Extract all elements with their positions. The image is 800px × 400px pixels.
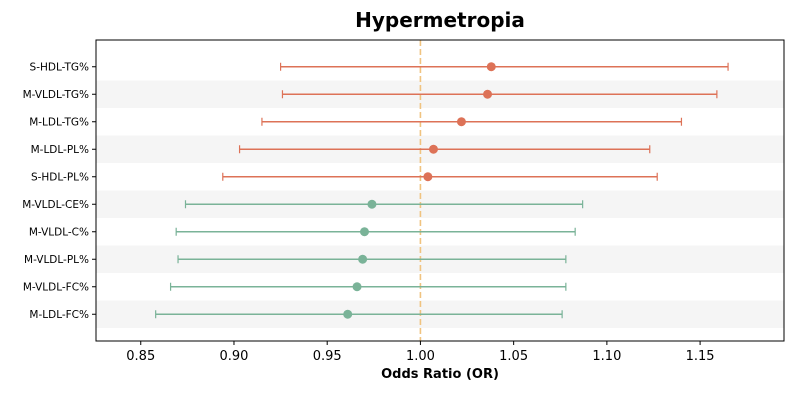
y-tick-label: M-VLDL-FC% <box>23 281 89 293</box>
plot-frame <box>95 39 785 342</box>
or-point <box>352 282 362 292</box>
y-tick-label: M-VLDL-TG% <box>23 89 89 101</box>
x-tick-label: 1.05 <box>499 349 528 364</box>
y-axis: S-HDL-TG% M-VLDL-TG% M-LDL-TG% M-LDL-PL% S-H… <box>22 61 96 321</box>
y-tick-label: S-HDL-PL% <box>31 171 89 183</box>
or-point <box>359 227 369 237</box>
y-tick-label: M-VLDL-PL% <box>24 254 89 266</box>
x-tick-label: 1.00 <box>406 349 435 364</box>
or-point <box>483 89 493 99</box>
or-point <box>367 199 377 209</box>
or-point <box>358 254 368 264</box>
y-tick-label: M-VLDL-C% <box>29 226 89 238</box>
y-tick-label: M-LDL-PL% <box>31 144 89 156</box>
ci-bars <box>155 62 729 319</box>
y-tick-label: M-LDL-TG% <box>29 116 89 128</box>
or-point <box>428 144 438 154</box>
x-tick-label: 0.95 <box>313 349 342 364</box>
or-point <box>343 309 353 319</box>
or-point <box>486 62 496 72</box>
x-tick-label: 1.15 <box>686 349 715 364</box>
or-point <box>423 172 433 182</box>
y-tick-label: M-LDL-FC% <box>29 309 89 321</box>
x-tick-label: 0.85 <box>126 349 155 364</box>
x-tick-label: 0.90 <box>219 349 248 364</box>
y-tick-label: S-HDL-TG% <box>30 61 89 73</box>
chart-title: Hypermetropia <box>355 8 525 32</box>
x-tick-label: 1.10 <box>592 349 621 364</box>
or-point <box>456 117 466 127</box>
x-axis: 0.85 0.90 0.95 1.00 1.05 1.10 1.15 <box>126 341 715 364</box>
or-points <box>343 62 496 319</box>
y-tick-label: M-VLDL-CE% <box>22 199 89 211</box>
x-axis-label: Odds Ratio (OR) <box>381 367 499 382</box>
